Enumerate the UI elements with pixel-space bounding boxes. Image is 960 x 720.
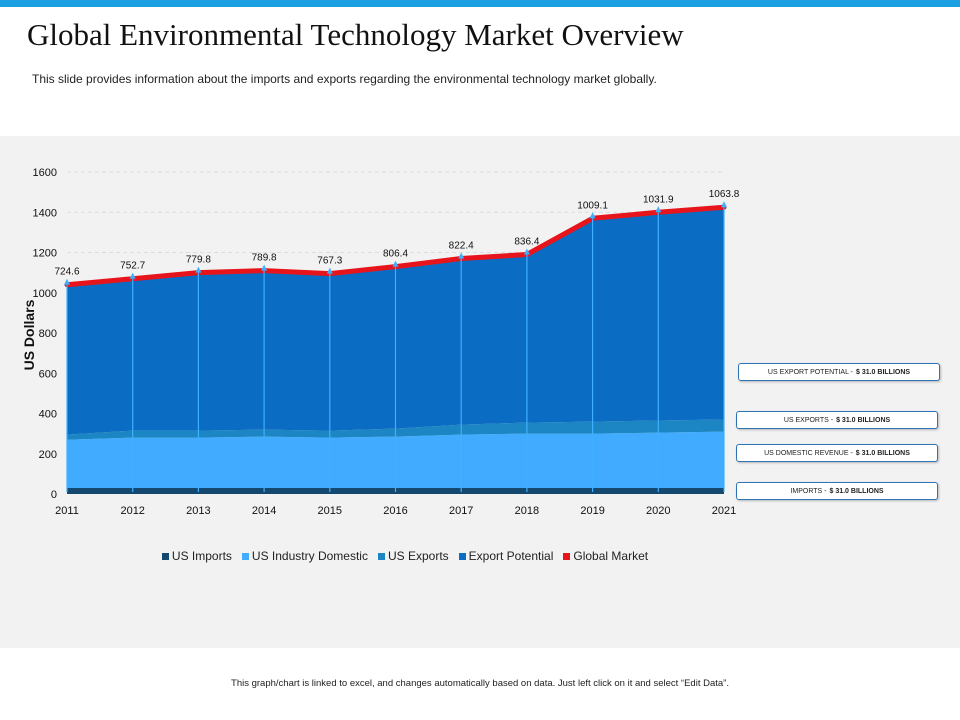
y-axis-label: US Dollars	[21, 299, 37, 370]
legend-item-us-imports[interactable]: US Imports	[161, 549, 232, 563]
legend-label: US Imports	[171, 549, 232, 563]
legend-label: US Industry Domestic	[251, 549, 368, 563]
legend-swatch	[458, 552, 466, 560]
callout-label: US EXPORT POTENTIAL -	[767, 368, 853, 376]
legend-label: US Exports	[387, 549, 449, 563]
legend-item-us-exports[interactable]: US Exports	[377, 549, 449, 563]
legend-swatch	[241, 552, 249, 560]
y-axis-ticks: 0 200 400 600 800 1000 1200 1400 1600	[33, 167, 57, 501]
data-label: 1009.1	[577, 200, 608, 211]
x-tick-label: 2012	[120, 505, 144, 517]
y-tick-label: 0	[51, 489, 57, 501]
arrow-head	[64, 278, 70, 285]
data-label: 806.4	[383, 249, 408, 260]
data-label: 1063.8	[709, 189, 740, 200]
y-tick-label: 200	[39, 449, 57, 461]
callout-value: $ 31.0 BILLIONS	[836, 416, 891, 424]
x-tick-label: 2019	[580, 505, 604, 517]
callout-export-potential: US EXPORT POTENTIAL - $ 31.0 BILLIONS	[738, 363, 940, 381]
legend-swatch	[161, 552, 169, 560]
arrow-head	[589, 212, 596, 219]
arrow-head	[129, 272, 136, 279]
arrow-head	[523, 248, 530, 255]
callout-us-exports: US EXPORTS - $ 31.0 BILLIONS	[736, 411, 938, 429]
data-labels: 724.6 752.7 779.8 789.8 767.3 806.4 822.4 836.4…	[54, 189, 739, 277]
y-tick-label: 1600	[33, 167, 57, 179]
callout-value: $ 31.0 BILLIONS	[855, 368, 911, 376]
x-tick-label: 2018	[515, 505, 539, 517]
y-tick-label: 1200	[33, 248, 57, 260]
x-axis-ticks: 2011 2012 2013 2014 2015 2016 2017 2018 2019 2020…	[55, 505, 736, 517]
legend-swatch	[563, 552, 571, 560]
callout-domestic-revenue: US DOMESTIC REVENUE - $ 31.0 BILLIONS	[736, 444, 938, 462]
arrow-head	[458, 252, 465, 259]
y-tick-label: 800	[39, 328, 57, 340]
x-tick-label: 2011	[55, 505, 79, 517]
arrow-head	[195, 266, 202, 273]
page-subtitle: This slide provides information about th…	[32, 72, 657, 86]
x-tick-label: 2014	[252, 505, 276, 517]
callout-value: $ 31.0 BILLIONS	[829, 487, 884, 495]
x-tick-label: 2020	[646, 505, 670, 517]
data-label: 752.7	[120, 261, 145, 272]
legend-item-global-market[interactable]: Global Market	[563, 549, 648, 563]
x-tick-label: 2013	[186, 505, 210, 517]
callout-label: US EXPORTS -	[783, 416, 834, 424]
page-title: Global Environmental Technology Market O…	[27, 17, 684, 52]
arrow-head	[655, 206, 662, 213]
callout-label: IMPORTS -	[790, 487, 827, 495]
data-label: 1031.9	[643, 194, 674, 205]
y-tick-label: 1000	[33, 288, 57, 300]
data-label: 789.8	[252, 253, 277, 264]
arrow-head	[326, 267, 333, 274]
data-label: 724.6	[54, 267, 79, 278]
data-label: 836.4	[514, 237, 539, 248]
legend-item-us-industry-domestic[interactable]: US Industry Domestic	[241, 549, 368, 563]
legend-swatch	[377, 552, 385, 560]
y-tick-label: 400	[39, 409, 57, 421]
data-label: 779.8	[186, 255, 211, 266]
data-label: 822.4	[449, 241, 474, 252]
callout-label: US DOMESTIC REVENUE -	[764, 449, 853, 457]
chart-legend: US Imports US Industry Domestic US Expor…	[0, 549, 810, 563]
legend-label: Global Market	[573, 549, 649, 563]
callout-imports: IMPORTS - $ 31.0 BILLIONS	[736, 482, 938, 500]
y-tick-label: 1400	[33, 207, 57, 219]
top-accent-bar	[0, 0, 960, 7]
arrow-head	[721, 201, 727, 208]
legend-label: Export Potential	[468, 549, 554, 563]
arrow-head	[392, 260, 399, 267]
data-label: 767.3	[317, 256, 342, 267]
arrow-markers	[64, 201, 727, 492]
arrow-head	[261, 264, 268, 271]
x-tick-label: 2015	[318, 505, 342, 517]
x-tick-label: 2021	[712, 505, 736, 517]
x-tick-label: 2017	[449, 505, 473, 517]
callout-value: $ 31.0 BILLIONS	[855, 449, 910, 457]
y-tick-label: 600	[39, 368, 57, 380]
area-chart[interactable]: 724.6 752.7 779.8 789.8 767.3 806.4 822.4 836.4…	[0, 136, 960, 556]
x-tick-label: 2016	[383, 505, 407, 517]
footer-note: This graph/chart is linked to excel, and…	[231, 678, 729, 689]
legend-item-export-potential[interactable]: Export Potential	[458, 549, 554, 563]
